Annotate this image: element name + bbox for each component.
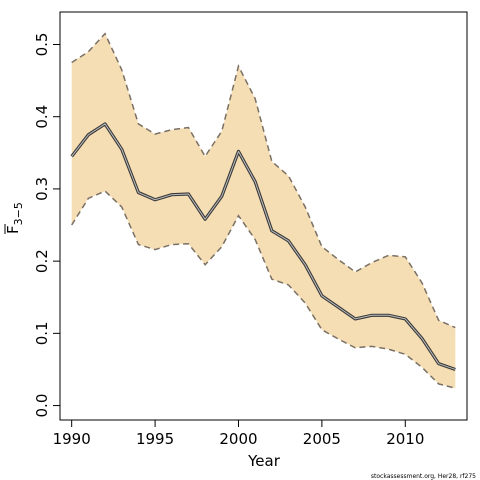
x-axis-label: Year (247, 452, 281, 470)
svg-text:F3−5: F3−5 (4, 202, 25, 234)
plot-area (70, 32, 456, 389)
y-tick-label: 0.1 (33, 321, 51, 345)
y-axis-label-subscript: 3−5 (12, 202, 25, 225)
x-tick-label: 2010 (386, 430, 424, 448)
y-tick-label: 0.3 (33, 177, 51, 201)
y-tick-label: 0.5 (33, 33, 51, 57)
lower-bound-line (71, 190, 456, 389)
y-axis-label: F3−5 (4, 202, 25, 234)
y-axis: 0.0 0.1 0.2 0.3 0.4 0.5 (33, 33, 61, 418)
x-axis: 1990 1995 2000 2005 2010 (53, 419, 424, 448)
upper-bound-line (71, 32, 456, 329)
estimate-line-highlight (71, 123, 456, 370)
x-tick-label: 1995 (136, 430, 174, 448)
y-axis-label-main: F (4, 225, 22, 234)
x-tick-label: 1990 (53, 430, 91, 448)
footer-credit: stockassessment.org, Her28, rf275 (371, 473, 476, 480)
x-tick-label: 2000 (219, 430, 257, 448)
y-tick-label: 0.0 (33, 394, 51, 418)
y-tick-label: 0.4 (33, 105, 51, 129)
y-tick-label: 0.2 (33, 249, 51, 273)
x-tick-label: 2005 (303, 430, 341, 448)
